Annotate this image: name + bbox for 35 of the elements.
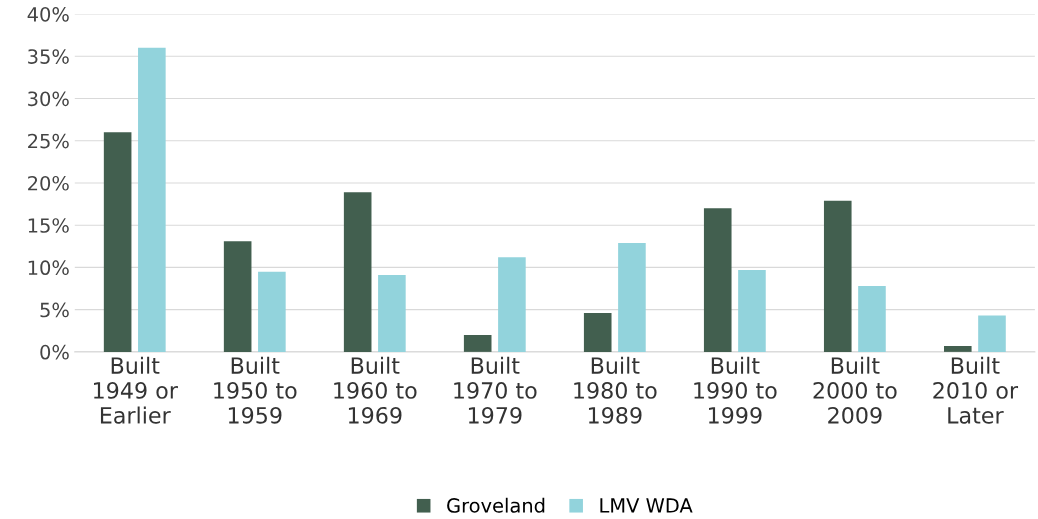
bar <box>498 257 526 352</box>
legend-label: Groveland <box>447 497 545 513</box>
bar <box>258 271 286 352</box>
y-tick-label: 0% <box>40 344 69 360</box>
y-tick-label: 25% <box>28 133 69 149</box>
x-tick-label: Built 1990 to 1999 <box>694 356 777 424</box>
bar <box>978 315 1006 352</box>
bar <box>223 241 252 352</box>
bar <box>138 47 166 352</box>
bar <box>738 269 766 352</box>
y-tick-label: 10% <box>28 260 69 276</box>
bar <box>823 200 852 352</box>
y-tick-label: 5% <box>40 302 69 318</box>
bar <box>618 242 646 352</box>
y-tick-label: 40% <box>27 6 69 22</box>
bar <box>943 345 972 352</box>
bar <box>378 275 406 352</box>
bar <box>583 313 612 352</box>
bar <box>858 286 886 352</box>
y-tick-label: 35% <box>28 49 69 64</box>
x-tick-label: Built 1949 or Earlier <box>94 356 178 424</box>
y-tick-label: 15% <box>28 218 69 233</box>
x-tick-label: Built 1950 to 1959 <box>214 356 297 424</box>
x-tick-label: Built 1960 to 1969 <box>334 356 417 424</box>
bar <box>103 132 132 352</box>
x-tick-label: Built 2010 or Later <box>933 356 1019 424</box>
x-tick-label: Built 2000 to 2009 <box>813 356 897 424</box>
bar <box>703 208 732 352</box>
bar <box>463 334 492 352</box>
legend-label: LMV WDA <box>600 498 693 513</box>
y-tick-label: 30% <box>28 91 69 107</box>
x-tick-label: Built 1970 to 1979 <box>454 356 537 424</box>
bar <box>343 192 372 352</box>
y-tick-label: 20% <box>28 175 69 191</box>
x-tick-label: Built 1980 to 1989 <box>574 356 657 424</box>
